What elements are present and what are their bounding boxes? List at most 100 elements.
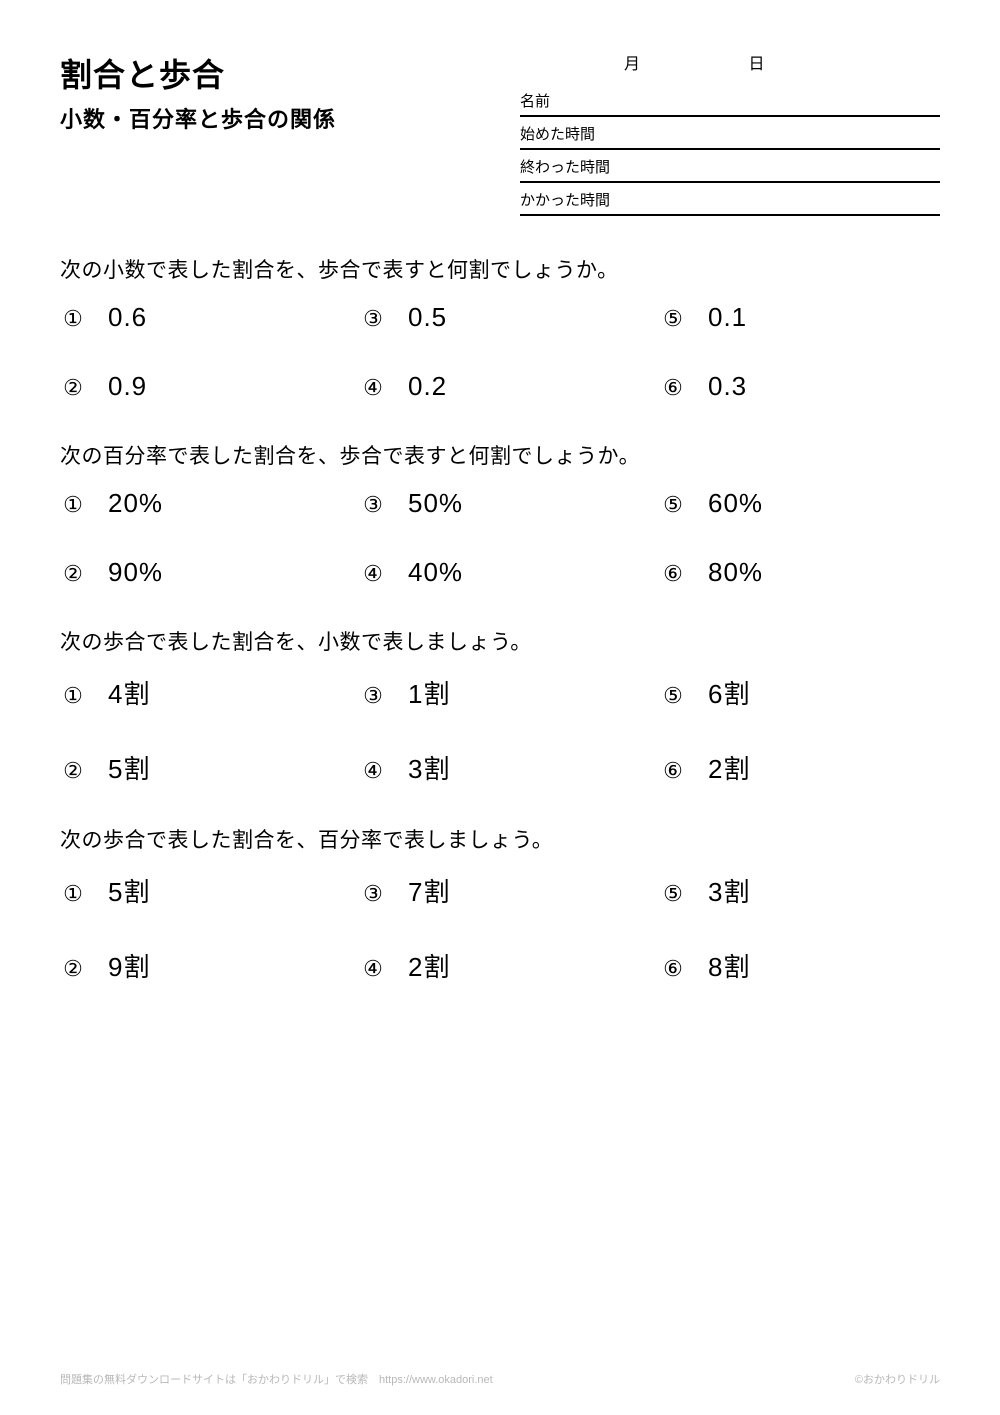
problem-number: ⑤ xyxy=(660,492,686,518)
problem-value: 3割 xyxy=(408,749,450,786)
problem-group: ① 20% ③ 50% ⑤ 60% ② 90% ④ 40% ⑥ 80% xyxy=(60,488,940,588)
start-time-field[interactable]: 始めた時間 xyxy=(520,117,940,150)
problem-group: ① 5割 ③ 7割 ⑤ 3割 ② 9割 ④ 2割 ⑥ 8割 xyxy=(60,872,940,984)
problem-number: ① xyxy=(60,492,86,518)
problem-cell: ⑥ 8割 xyxy=(660,947,920,984)
problem-value: 0.2 xyxy=(408,371,447,402)
problem-value: 0.9 xyxy=(108,371,147,402)
section-instruction: 次の百分率で表した割合を、歩合で表すと何割でしょうか。 xyxy=(60,440,940,470)
problem-row: ②0.9 ④ 0.2 ⑥ 0.3 xyxy=(60,371,940,402)
problem-number: ③ xyxy=(360,683,386,709)
worksheet-header: 割合と歩合 小数・百分率と歩合の関係 月 日 名前 始めた時間 終わった時間 か… xyxy=(60,50,940,216)
problem-cell: ⑤ 6割 xyxy=(660,674,920,711)
problem-value: 7割 xyxy=(408,872,450,909)
date-row: 月 日 xyxy=(520,50,940,74)
problem-cell: ③ 50% xyxy=(360,488,660,519)
problem-cell: ② 90% xyxy=(60,557,360,588)
problem-value: 0.3 xyxy=(708,371,747,402)
problem-cell: ② 9割 xyxy=(60,947,360,984)
problem-cell: ① 4割 xyxy=(60,674,360,711)
problem-number: ④ xyxy=(360,758,386,784)
problem-cell: ③ 1割 xyxy=(360,674,660,711)
problem-number: ① xyxy=(60,683,86,709)
problem-group: ① 4割 ③ 1割 ⑤ 6割 ② 5割 ④ 3割 ⑥ 2割 xyxy=(60,674,940,786)
problem-value: 50% xyxy=(408,488,463,519)
problem-cell: ⑤ 60% xyxy=(660,488,920,519)
problem-value: 1割 xyxy=(408,674,450,711)
duration-field[interactable]: かかった時間 xyxy=(520,183,940,216)
problem-value: 5割 xyxy=(108,749,150,786)
end-time-field[interactable]: 終わった時間 xyxy=(520,150,940,183)
problem-number: ④ xyxy=(360,375,386,401)
title-block: 割合と歩合 小数・百分率と歩合の関係 xyxy=(60,50,500,134)
problem-row: ① 0.6 ③ 0.5 ⑤ 0.1 xyxy=(60,302,940,333)
problem-value: 6割 xyxy=(708,674,750,711)
worksheet-subtitle: 小数・百分率と歩合の関係 xyxy=(60,102,500,134)
problem-cell: ① 0.6 xyxy=(60,302,360,333)
problem-row: ① 4割 ③ 1割 ⑤ 6割 xyxy=(60,674,940,711)
day-label: 日 xyxy=(644,50,764,74)
name-field[interactable]: 名前 xyxy=(520,84,940,117)
problem-row: ① 5割 ③ 7割 ⑤ 3割 xyxy=(60,872,940,909)
problem-value: 5割 xyxy=(108,872,150,909)
problem-cell: ③ 0.5 xyxy=(360,302,660,333)
problem-number: ④ xyxy=(360,956,386,982)
problem-value: 0.6 xyxy=(108,302,147,333)
problem-number: ⑤ xyxy=(660,306,686,332)
problem-cell: ② 5割 xyxy=(60,749,360,786)
problem-cell: ⑥ 80% xyxy=(660,557,920,588)
problem-value: 3割 xyxy=(708,872,750,909)
problem-number: ① xyxy=(60,881,86,907)
problem-row: ② 5割 ④ 3割 ⑥ 2割 xyxy=(60,749,940,786)
problem-value: 8割 xyxy=(708,947,750,984)
problem-cell: ⑤ 3割 xyxy=(660,872,920,909)
problem-group: ① 0.6 ③ 0.5 ⑤ 0.1 ②0.9 ④ 0.2 ⑥ 0.3 xyxy=(60,302,940,402)
problem-row: ② 9割 ④ 2割 ⑥ 8割 xyxy=(60,947,940,984)
problem-number: ② xyxy=(60,956,86,982)
problem-number: ③ xyxy=(360,492,386,518)
problem-number: ⑥ xyxy=(660,561,686,587)
problem-row: ① 20% ③ 50% ⑤ 60% xyxy=(60,488,940,519)
section-instruction: 次の小数で表した割合を、歩合で表すと何割でしょうか。 xyxy=(60,254,940,284)
problem-number: ⑥ xyxy=(660,758,686,784)
problem-number: ② xyxy=(60,758,86,784)
problem-cell: ① 5割 xyxy=(60,872,360,909)
problem-value: 2割 xyxy=(408,947,450,984)
problem-value: 4割 xyxy=(108,674,150,711)
problem-cell: ④ 3割 xyxy=(360,749,660,786)
problem-value: 2割 xyxy=(708,749,750,786)
problem-cell: ④ 2割 xyxy=(360,947,660,984)
footer-left: 問題集の無料ダウンロードサイトは「おかわりドリル」で検索 https://www… xyxy=(60,1371,493,1387)
problem-number: ⑤ xyxy=(660,881,686,907)
problem-cell: ⑥ 2割 xyxy=(660,749,920,786)
problem-cell: ① 20% xyxy=(60,488,360,519)
worksheet-footer: 問題集の無料ダウンロードサイトは「おかわりドリル」で検索 https://www… xyxy=(60,1371,940,1387)
problem-number: ⑤ xyxy=(660,683,686,709)
problem-value: 40% xyxy=(408,557,463,588)
problem-value: 20% xyxy=(108,488,163,519)
section-instruction: 次の歩合で表した割合を、小数で表しましょう。 xyxy=(60,626,940,656)
month-label: 月 xyxy=(520,50,640,74)
problem-value: 0.5 xyxy=(408,302,447,333)
meta-block: 月 日 名前 始めた時間 終わった時間 かかった時間 xyxy=(500,50,940,216)
problem-cell: ③ 7割 xyxy=(360,872,660,909)
problem-number: ① xyxy=(60,306,86,332)
problem-value: 60% xyxy=(708,488,763,519)
problem-number: ⑥ xyxy=(660,375,686,401)
problem-cell: ④ 0.2 xyxy=(360,371,660,402)
problem-value: 9割 xyxy=(108,947,150,984)
problem-number: ③ xyxy=(360,881,386,907)
problem-value: 90% xyxy=(108,557,163,588)
problem-value: 0.1 xyxy=(708,302,747,333)
problem-cell: ⑥ 0.3 xyxy=(660,371,920,402)
problem-value: 80% xyxy=(708,557,763,588)
problem-cell: ②0.9 xyxy=(60,371,360,402)
problem-number: ⑥ xyxy=(660,956,686,982)
problem-number: ④ xyxy=(360,561,386,587)
problem-number: ③ xyxy=(360,306,386,332)
footer-right: ©おかわりドリル xyxy=(855,1371,940,1387)
problem-cell: ⑤ 0.1 xyxy=(660,302,920,333)
problem-number: ② xyxy=(60,561,86,587)
problem-row: ② 90% ④ 40% ⑥ 80% xyxy=(60,557,940,588)
worksheet-title: 割合と歩合 xyxy=(60,50,500,96)
